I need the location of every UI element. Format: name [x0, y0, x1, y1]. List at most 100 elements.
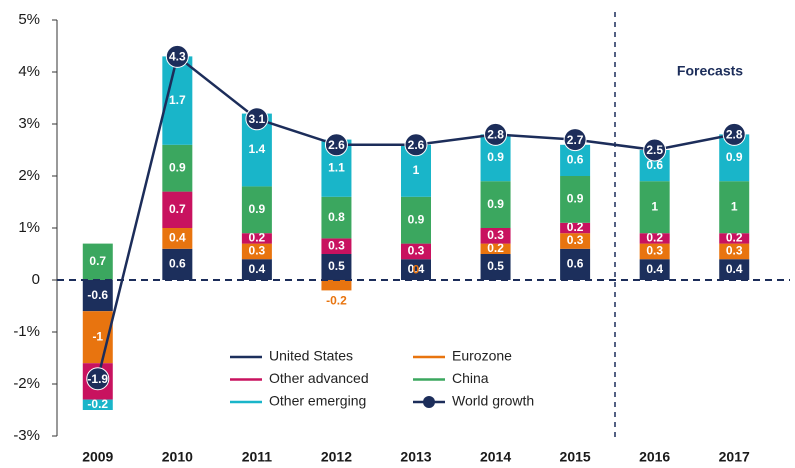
world-label: 2.7	[567, 133, 584, 147]
bar-segment	[162, 144, 193, 192]
bar-segment	[241, 259, 272, 280]
bar-segment	[162, 248, 193, 280]
world-label: 2.5	[646, 143, 663, 157]
value-label: 0.6	[567, 153, 584, 167]
value-label: 0.9	[567, 192, 584, 206]
y-tick-label: -1%	[13, 323, 40, 340]
bar-segment	[241, 243, 272, 260]
world-marker	[484, 122, 508, 146]
world-label: -1.9	[87, 372, 108, 386]
bar-segment	[82, 243, 113, 280]
value-label: 0.2	[567, 220, 584, 234]
value-label: 1.1	[328, 160, 345, 174]
value-label: 0.7	[169, 202, 186, 216]
bar-segment	[82, 280, 113, 312]
bar-segment	[82, 399, 113, 410]
value-label: 1.7	[169, 93, 186, 107]
bar-segment	[639, 243, 670, 260]
value-label: 0	[413, 262, 420, 276]
value-label: 0.3	[328, 238, 345, 252]
bar-segment	[480, 254, 511, 280]
legend-label: United States	[269, 348, 353, 364]
bar-segment	[241, 233, 272, 244]
value-label: 0.7	[89, 254, 106, 268]
value-label: 0.5	[487, 259, 504, 273]
value-label: 1	[413, 163, 420, 177]
legend-label: China	[452, 370, 489, 386]
world-marker	[324, 133, 348, 157]
bar-segment	[321, 254, 352, 280]
y-tick-label: 0	[32, 271, 40, 288]
bar-segment	[719, 233, 750, 244]
bar-segment	[560, 248, 591, 280]
world-label: 3.1	[249, 112, 266, 126]
bar-segment	[321, 196, 352, 239]
bar-segment	[639, 181, 670, 234]
value-label: 0.9	[487, 197, 504, 211]
bar-segment	[639, 259, 670, 280]
world-label: 2.6	[328, 138, 345, 152]
bar-segment	[560, 176, 591, 223]
world-label: 4.3	[169, 50, 186, 64]
world-label: 2.6	[408, 138, 425, 152]
world-marker	[404, 133, 428, 157]
value-label: 0.6	[567, 257, 584, 271]
x-tick-label: 2012	[321, 449, 352, 465]
y-tick-label: 4%	[18, 63, 40, 80]
bar-segment	[162, 228, 193, 249]
world-label: 2.8	[487, 128, 504, 142]
bar-segment	[719, 243, 750, 260]
y-tick-label: -3%	[13, 427, 40, 444]
annotation: Forecasts	[677, 63, 743, 79]
value-label: 0.3	[646, 244, 663, 258]
legend-marker	[423, 396, 435, 408]
value-label: 0.4	[249, 262, 266, 276]
value-label: 0.4	[726, 262, 743, 276]
value-label: 0.6	[169, 257, 186, 271]
value-label: 0.6	[646, 158, 663, 172]
value-label: 0.9	[408, 212, 425, 226]
value-label: 0.9	[487, 150, 504, 164]
value-label: 0.3	[726, 244, 743, 258]
bar-segment	[480, 243, 511, 254]
x-tick-label: 2011	[242, 449, 273, 465]
value-label: 0.3	[487, 228, 504, 242]
y-tick-label: 1%	[18, 219, 40, 236]
value-label: 0.3	[567, 233, 584, 247]
x-tick-label: 2010	[162, 449, 193, 465]
bar-segment	[321, 280, 352, 291]
legend-label: Other emerging	[269, 393, 366, 409]
y-tick-label: 2%	[18, 167, 40, 184]
bar-segment	[401, 259, 431, 280]
world-label: 2.8	[726, 128, 743, 142]
value-label: -0.2	[87, 397, 108, 411]
value-label: 0.4	[646, 262, 663, 276]
bar-segment	[560, 222, 591, 234]
bar-segment	[639, 233, 670, 244]
value-label: 0.2	[726, 231, 743, 245]
legend-label: Eurozone	[452, 348, 512, 364]
x-tick-label: 2009	[82, 449, 113, 465]
world-marker	[643, 138, 667, 162]
x-tick-label: 2016	[639, 449, 670, 465]
value-label: 0.9	[169, 160, 186, 174]
y-tick-label: 5%	[18, 11, 40, 28]
bar-segment	[401, 196, 431, 244]
bar-segment	[480, 181, 511, 228]
legend-label: World growth	[452, 393, 534, 409]
value-label: 0.3	[249, 244, 266, 258]
bar-segment	[241, 186, 272, 234]
world-marker	[165, 44, 189, 68]
value-label: 1	[651, 199, 658, 213]
value-label: 1.4	[249, 142, 266, 156]
value-label: -0.2	[326, 294, 347, 308]
value-label: 0.9	[249, 202, 266, 216]
value-label: 0.4	[408, 262, 425, 276]
bar-segment	[719, 259, 750, 280]
bar-segment	[560, 233, 591, 249]
value-label: 0.2	[487, 241, 504, 255]
y-tick-label: 3%	[18, 115, 40, 132]
x-tick-label: 2014	[480, 449, 511, 465]
bar-segment	[162, 191, 193, 228]
